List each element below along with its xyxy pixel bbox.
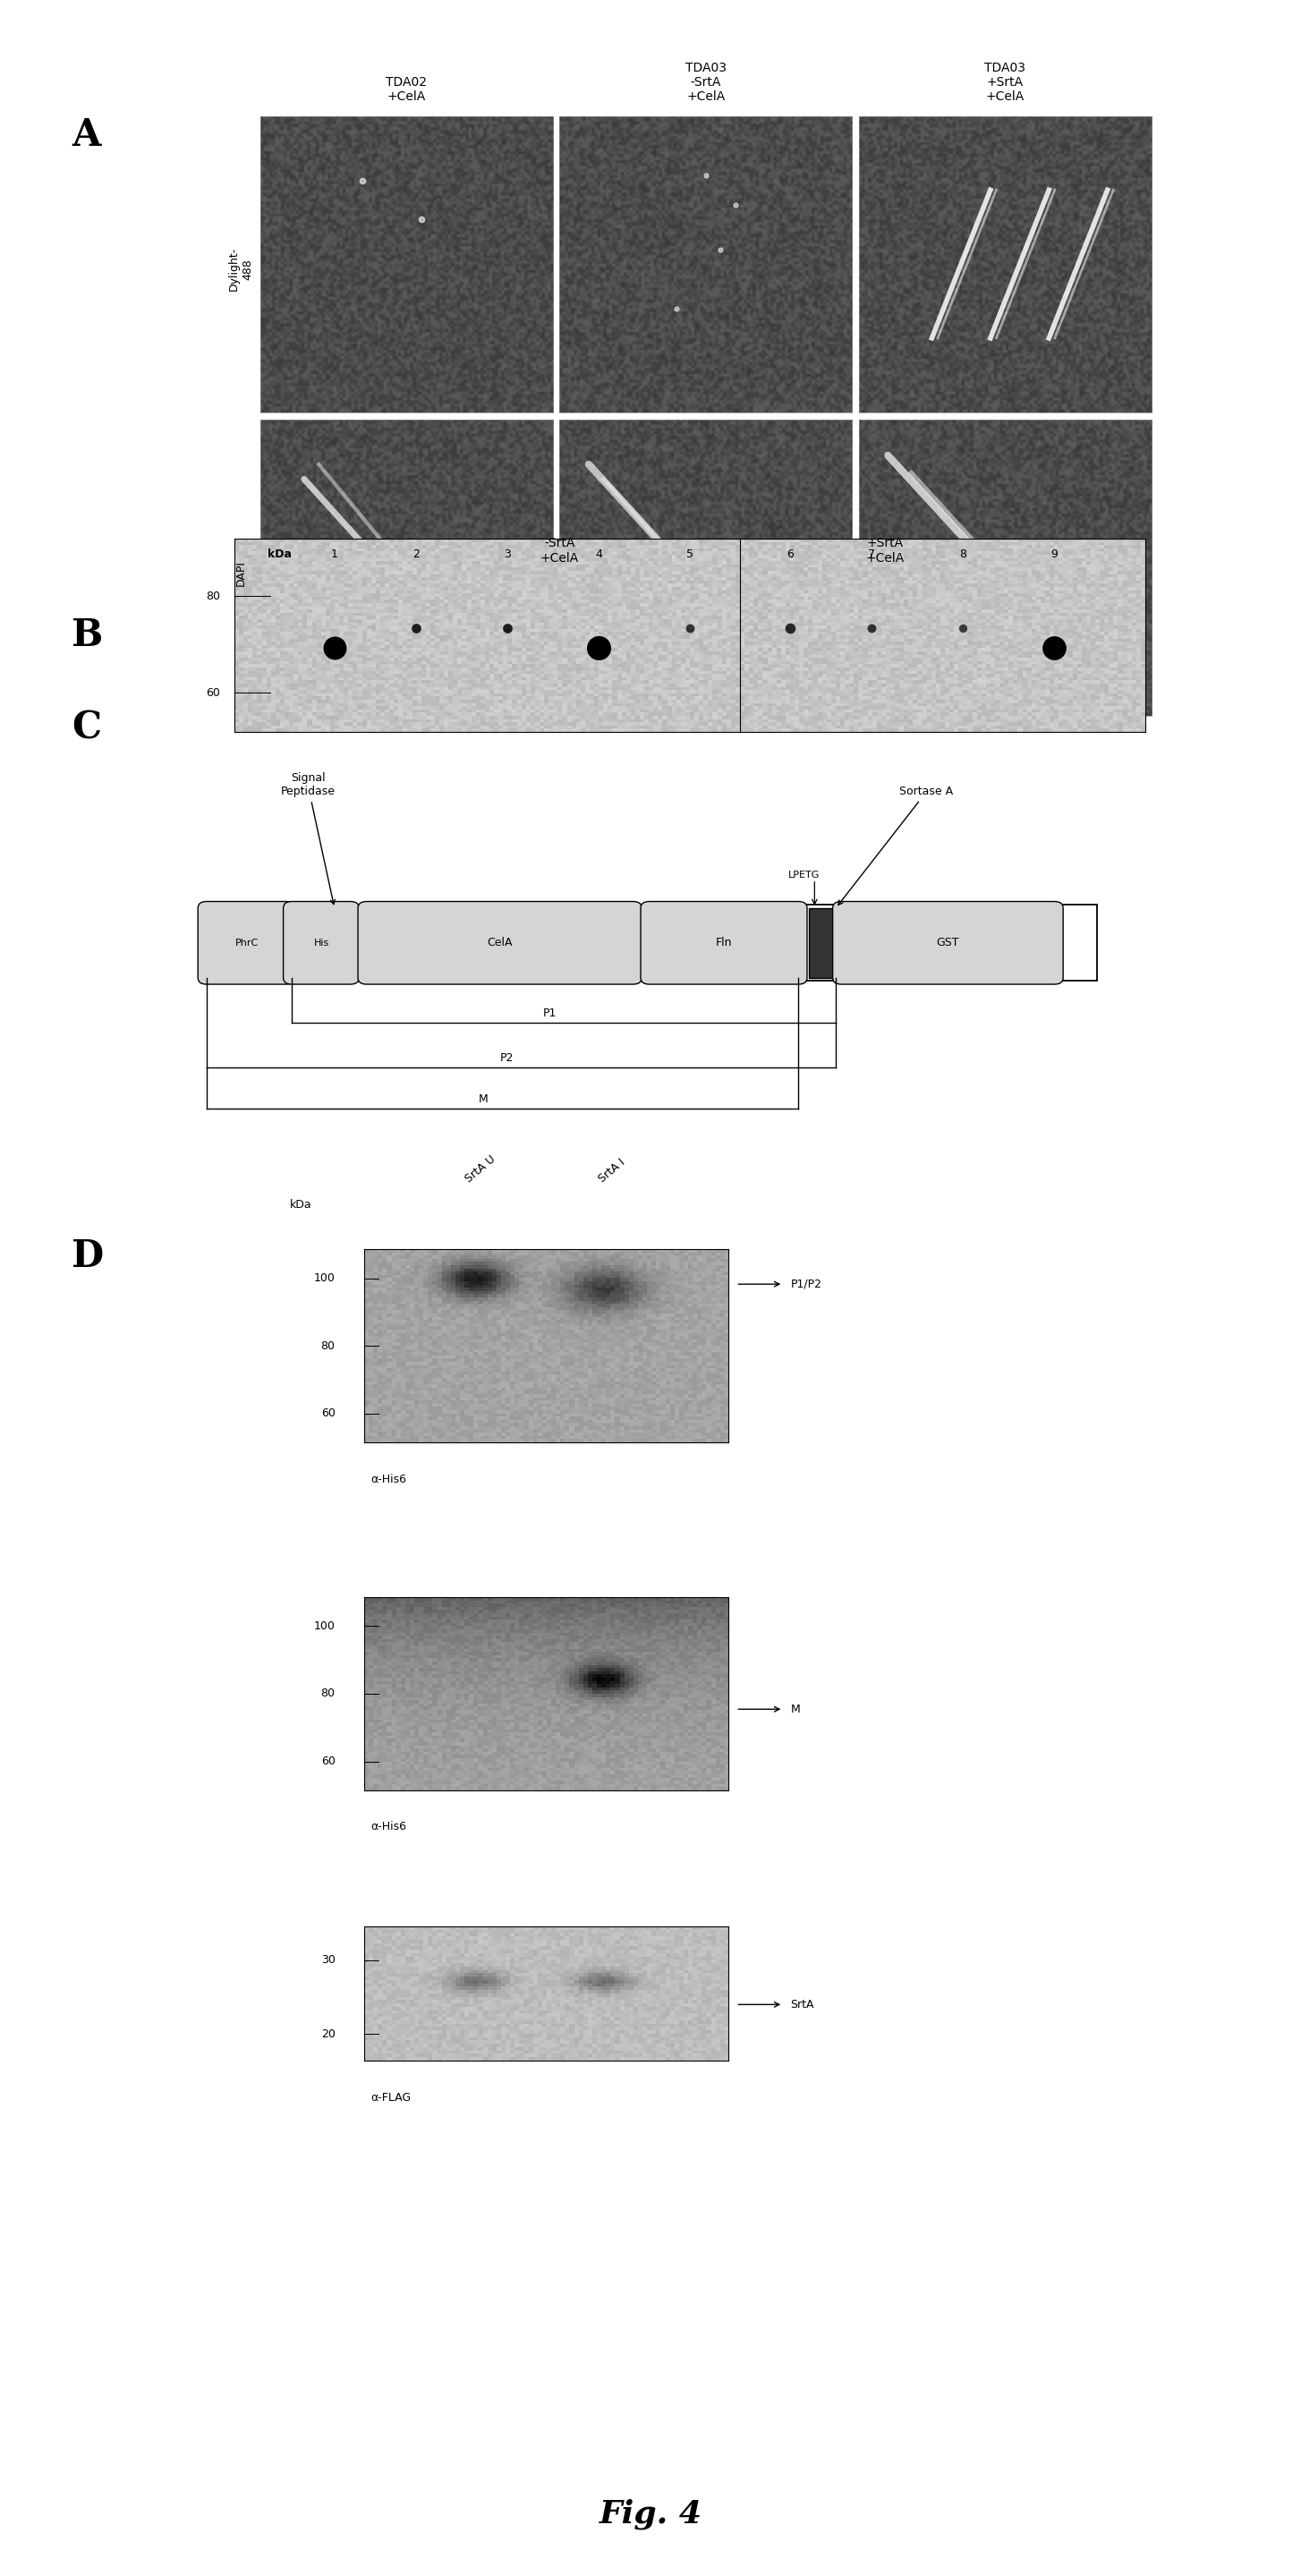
Text: 9: 9 (1050, 549, 1058, 559)
Text: kDa: kDa (268, 549, 291, 559)
Text: 5: 5 (686, 549, 693, 559)
Point (666, 289, 687, 330)
Text: SrtA: SrtA (791, 1999, 814, 2009)
Text: DAPI: DAPI (235, 559, 246, 587)
Text: TDA02
+CelA: TDA02 +CelA (386, 77, 427, 103)
FancyBboxPatch shape (198, 902, 295, 984)
FancyBboxPatch shape (640, 902, 807, 984)
Bar (809, 909, 837, 979)
Text: 3: 3 (503, 549, 511, 559)
Bar (202, 904, 1097, 981)
Text: 4: 4 (595, 549, 602, 559)
Text: 1: 1 (330, 549, 338, 559)
Text: 30: 30 (321, 1955, 336, 1965)
Text: 8: 8 (959, 549, 967, 559)
Text: 60: 60 (207, 688, 220, 698)
Text: SrtA I: SrtA I (597, 1157, 627, 1185)
Text: CelA: CelA (487, 938, 513, 948)
Point (779, 608, 800, 649)
Text: 80: 80 (206, 590, 220, 603)
Text: 2: 2 (412, 549, 420, 559)
Point (411, 198, 432, 240)
Text: M: M (791, 1703, 800, 1716)
FancyBboxPatch shape (833, 902, 1063, 984)
Text: 20: 20 (321, 2027, 336, 2040)
Text: SrtA U: SrtA U (463, 1154, 498, 1185)
Text: P1: P1 (543, 1007, 557, 1018)
Point (952, 608, 973, 649)
Text: -SrtA
+CelA: -SrtA +CelA (540, 538, 579, 564)
Point (324, 629, 345, 670)
Text: LPETG: LPETG (788, 871, 820, 878)
Point (710, 229, 731, 270)
Point (725, 185, 745, 227)
Text: α-His6: α-His6 (371, 1821, 407, 1834)
Text: A: A (72, 116, 100, 155)
Text: C: C (72, 708, 101, 747)
Text: P1/P2: P1/P2 (791, 1278, 822, 1291)
Point (588, 629, 609, 670)
Point (679, 608, 700, 649)
Text: Sortase A: Sortase A (838, 786, 954, 904)
Text: Fln: Fln (716, 938, 732, 948)
Text: P2: P2 (500, 1051, 514, 1064)
Text: 80: 80 (321, 1340, 336, 1352)
Text: 60: 60 (321, 1754, 336, 1767)
Text: kDa: kDa (290, 1198, 312, 1211)
Text: His: His (314, 938, 329, 948)
Text: α-FLAG: α-FLAG (371, 2092, 411, 2105)
Text: 80: 80 (321, 1687, 336, 1700)
Text: 100: 100 (314, 1620, 336, 1633)
Point (696, 155, 717, 196)
Text: α-His6: α-His6 (371, 1473, 407, 1486)
Text: D: D (72, 1236, 104, 1275)
Point (1043, 629, 1064, 670)
Text: TDA03
-SrtA
+CelA: TDA03 -SrtA +CelA (686, 62, 726, 103)
Point (861, 608, 882, 649)
Point (497, 608, 518, 649)
Text: GST: GST (937, 938, 959, 948)
Text: Dylight-
488: Dylight- 488 (228, 247, 254, 291)
Text: Fig. 4: Fig. 4 (598, 2499, 703, 2530)
Text: Signal
Peptidase: Signal Peptidase (281, 773, 336, 904)
Text: 7: 7 (868, 549, 876, 559)
Text: 60: 60 (321, 1406, 336, 1419)
Text: TDA03
+SrtA
+CelA: TDA03 +SrtA +CelA (985, 62, 1025, 103)
Text: 100: 100 (314, 1273, 336, 1285)
Text: PhrC: PhrC (235, 938, 259, 948)
FancyBboxPatch shape (284, 902, 359, 984)
Point (406, 608, 427, 649)
Point (353, 160, 373, 201)
Text: B: B (72, 616, 103, 654)
FancyBboxPatch shape (358, 902, 641, 984)
Text: M: M (479, 1092, 488, 1105)
Text: 6: 6 (786, 549, 794, 559)
Text: +SrtA
+CelA: +SrtA +CelA (865, 538, 904, 564)
